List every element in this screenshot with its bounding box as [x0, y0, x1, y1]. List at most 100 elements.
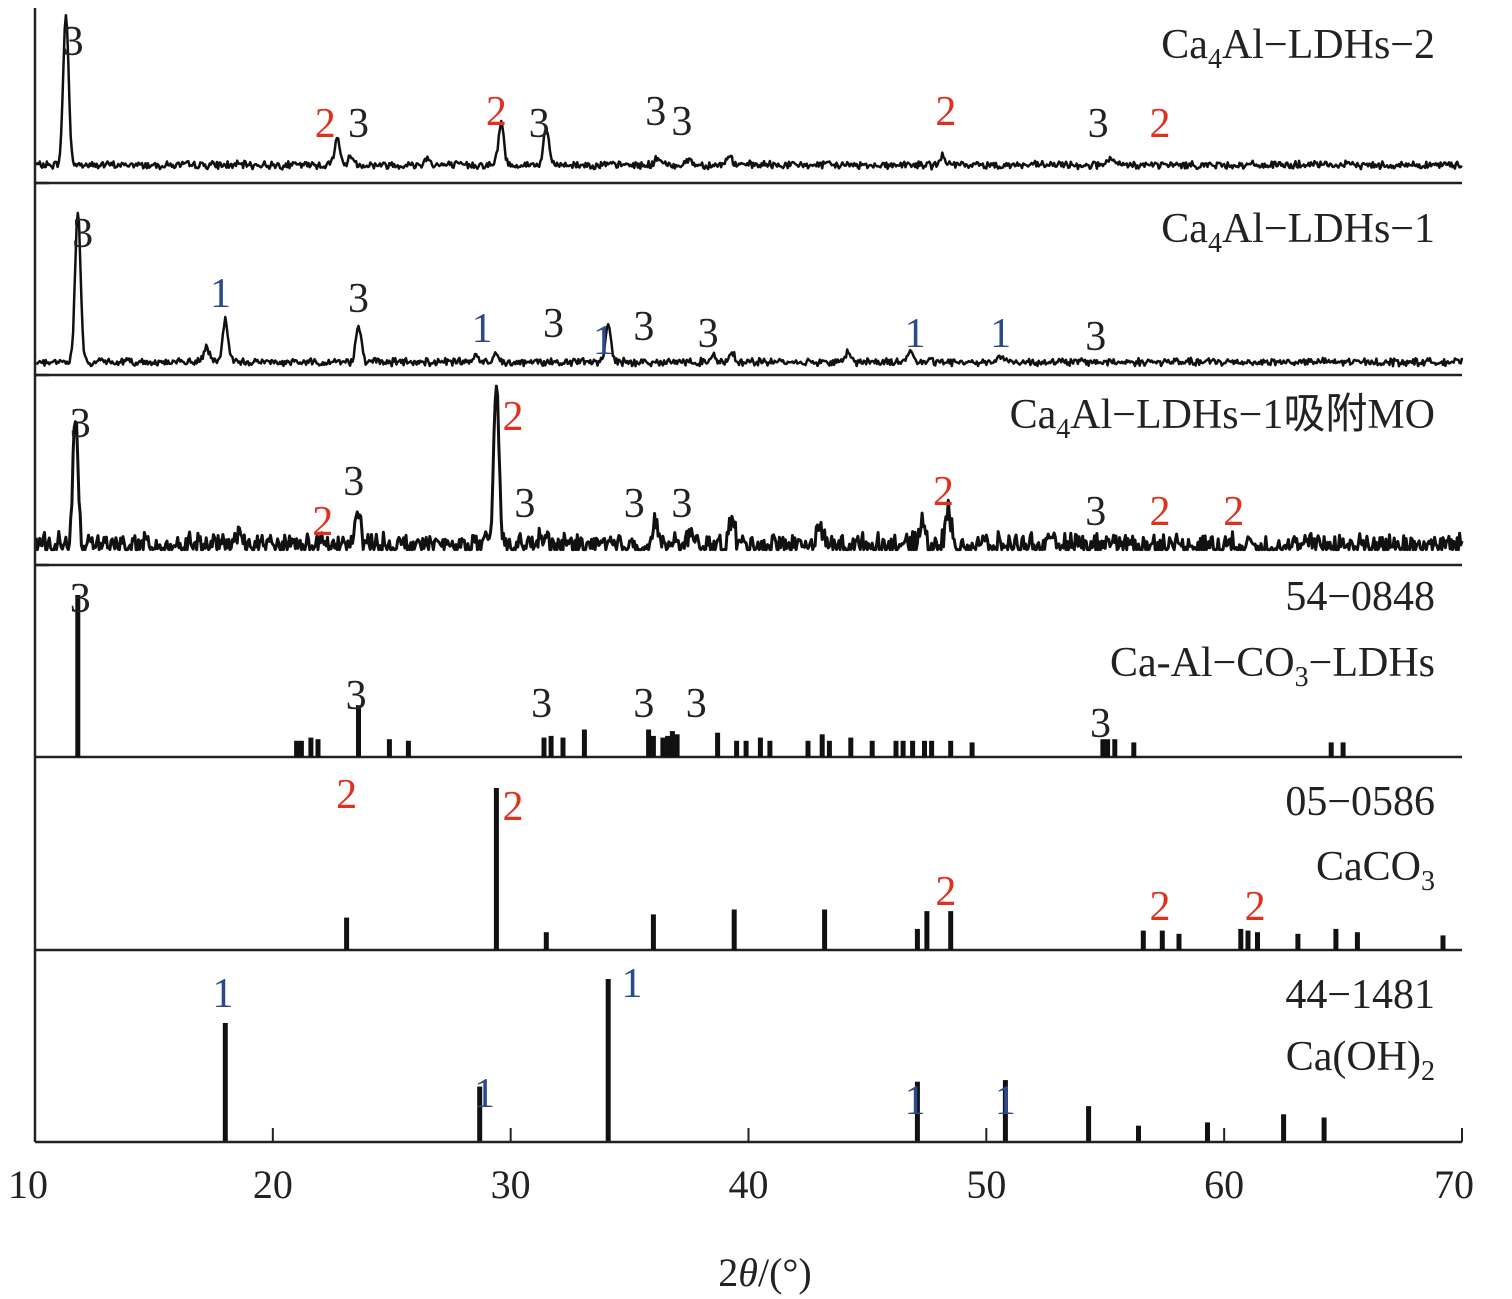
phase-marker-3: 3 [70, 576, 91, 622]
pattern-line-ldh2 [35, 13, 1463, 171]
panel-label-ldh1: Ca4Al−LDHs−1 [1161, 206, 1435, 259]
phase-marker-3: 3 [1088, 101, 1109, 147]
phase-marker-3: 3 [633, 304, 654, 350]
reference-stick [1333, 928, 1339, 950]
reference-stick [1238, 928, 1244, 950]
panel-ref_caoh2: Ca(OH)2 44−1481 1 1 1 1 1 [212, 961, 1435, 1142]
panel-card-ref_ldh: 54−0848 [1285, 574, 1435, 620]
reference-stick [900, 740, 906, 757]
reference-stick [665, 735, 671, 757]
reference-stick [356, 705, 361, 757]
reference-stick [734, 740, 740, 757]
reference-stick [1295, 933, 1301, 950]
phase-marker-3: 3 [1085, 314, 1106, 360]
reference-stick [477, 1086, 483, 1142]
reference-stick [805, 740, 811, 757]
reference-stick [715, 732, 721, 757]
phase-marker-3: 3 [633, 681, 654, 727]
phase-marker-3: 3 [346, 673, 367, 719]
reference-stick [1440, 935, 1446, 950]
phase-marker-1: 1 [472, 306, 493, 352]
reference-stick [929, 740, 935, 757]
x-tick-label: 50 [966, 1162, 1006, 1207]
phase-marker-1: 1 [593, 318, 614, 364]
phase-marker-3: 3 [624, 481, 645, 527]
reference-stick [822, 909, 828, 950]
reference-stick [1100, 739, 1106, 757]
phase-marker-1: 1 [210, 271, 231, 317]
reference-stick [1281, 1114, 1287, 1142]
phase-marker-1: 1 [905, 311, 926, 357]
phase-marker-3: 3 [514, 481, 535, 527]
reference-stick [757, 737, 763, 757]
reference-stick [315, 739, 321, 757]
reference-stick [650, 735, 656, 757]
phase-marker-3: 3 [671, 481, 692, 527]
reference-stick [948, 911, 954, 950]
phase-marker-3: 3 [698, 311, 719, 357]
reference-stick [1205, 1122, 1210, 1142]
phase-marker-1: 1 [622, 961, 643, 1007]
reference-stick [1112, 739, 1118, 757]
reference-stick [848, 737, 854, 757]
pattern-line-ldh1 [35, 211, 1464, 368]
phase-marker-3: 3 [343, 459, 364, 505]
reference-stick [548, 735, 554, 757]
reference-stick [767, 740, 773, 757]
reference-stick [75, 595, 81, 757]
reference-stick [1140, 930, 1146, 950]
panel-label-ref_caco3: CaCO3 [1316, 844, 1435, 897]
phase-marker-2: 2 [935, 89, 956, 135]
phase-marker-3: 3 [63, 19, 84, 65]
phase-marker-3: 3 [1085, 489, 1106, 535]
reference-stick [731, 909, 737, 950]
reference-stick [1245, 930, 1251, 950]
phase-marker-3: 3 [671, 99, 692, 145]
reference-stick [1086, 1106, 1092, 1142]
phase-marker-1: 1 [905, 1078, 926, 1124]
phase-marker-3: 3 [686, 681, 707, 727]
reference-stick [405, 740, 411, 757]
panel-ldh1: Ca4Al−LDHs−131 31 3 1 3 3 1 1 3 [35, 206, 1464, 377]
reference-stick [1131, 742, 1137, 757]
x-tick-label: 10 [8, 1162, 48, 1207]
phase-marker-3: 3 [531, 681, 552, 727]
reference-stick [1176, 933, 1182, 950]
x-tick-label: 30 [491, 1162, 531, 1207]
reference-stick [298, 740, 304, 757]
reference-stick [660, 737, 666, 757]
phase-marker-2: 2 [1223, 489, 1244, 535]
panel-ref_caco3: CaCO3 05−0586 2 2 2 2 2 [35, 772, 1462, 952]
phase-marker-3: 3 [348, 276, 369, 322]
phase-marker-3: 3 [348, 101, 369, 147]
phase-marker-1: 1 [995, 1078, 1016, 1124]
phase-marker-1: 1 [990, 311, 1011, 357]
reference-stick [969, 742, 975, 757]
phase-marker-2: 2 [1150, 489, 1171, 535]
pattern-line-ldh1mo [34, 384, 1464, 552]
phase-marker-3: 3 [529, 101, 550, 147]
reference-stick [541, 737, 547, 757]
phase-marker-2: 2 [312, 499, 333, 545]
x-tick-label: 60 [1204, 1162, 1244, 1207]
reference-stick [948, 740, 954, 757]
x-tick-label: 20 [253, 1162, 293, 1207]
reference-stick [605, 979, 611, 1142]
phase-marker-3: 3 [70, 401, 91, 447]
x-axis-title: 2θ/(°) [718, 1250, 811, 1295]
phase-marker-3: 3 [543, 301, 564, 347]
x-axis: 10 20 30 40 50 60 70 [8, 8, 1474, 1207]
reference-stick [1328, 742, 1334, 757]
reference-stick [1340, 742, 1346, 757]
reference-stick [1136, 1125, 1141, 1142]
phase-marker-2: 2 [336, 772, 357, 818]
reference-stick [826, 740, 832, 757]
reference-stick [914, 1081, 920, 1142]
phase-marker-2: 2 [503, 394, 524, 440]
reference-stick [1321, 1117, 1327, 1142]
reference-stick [560, 737, 566, 757]
reference-stick [1002, 1080, 1008, 1142]
